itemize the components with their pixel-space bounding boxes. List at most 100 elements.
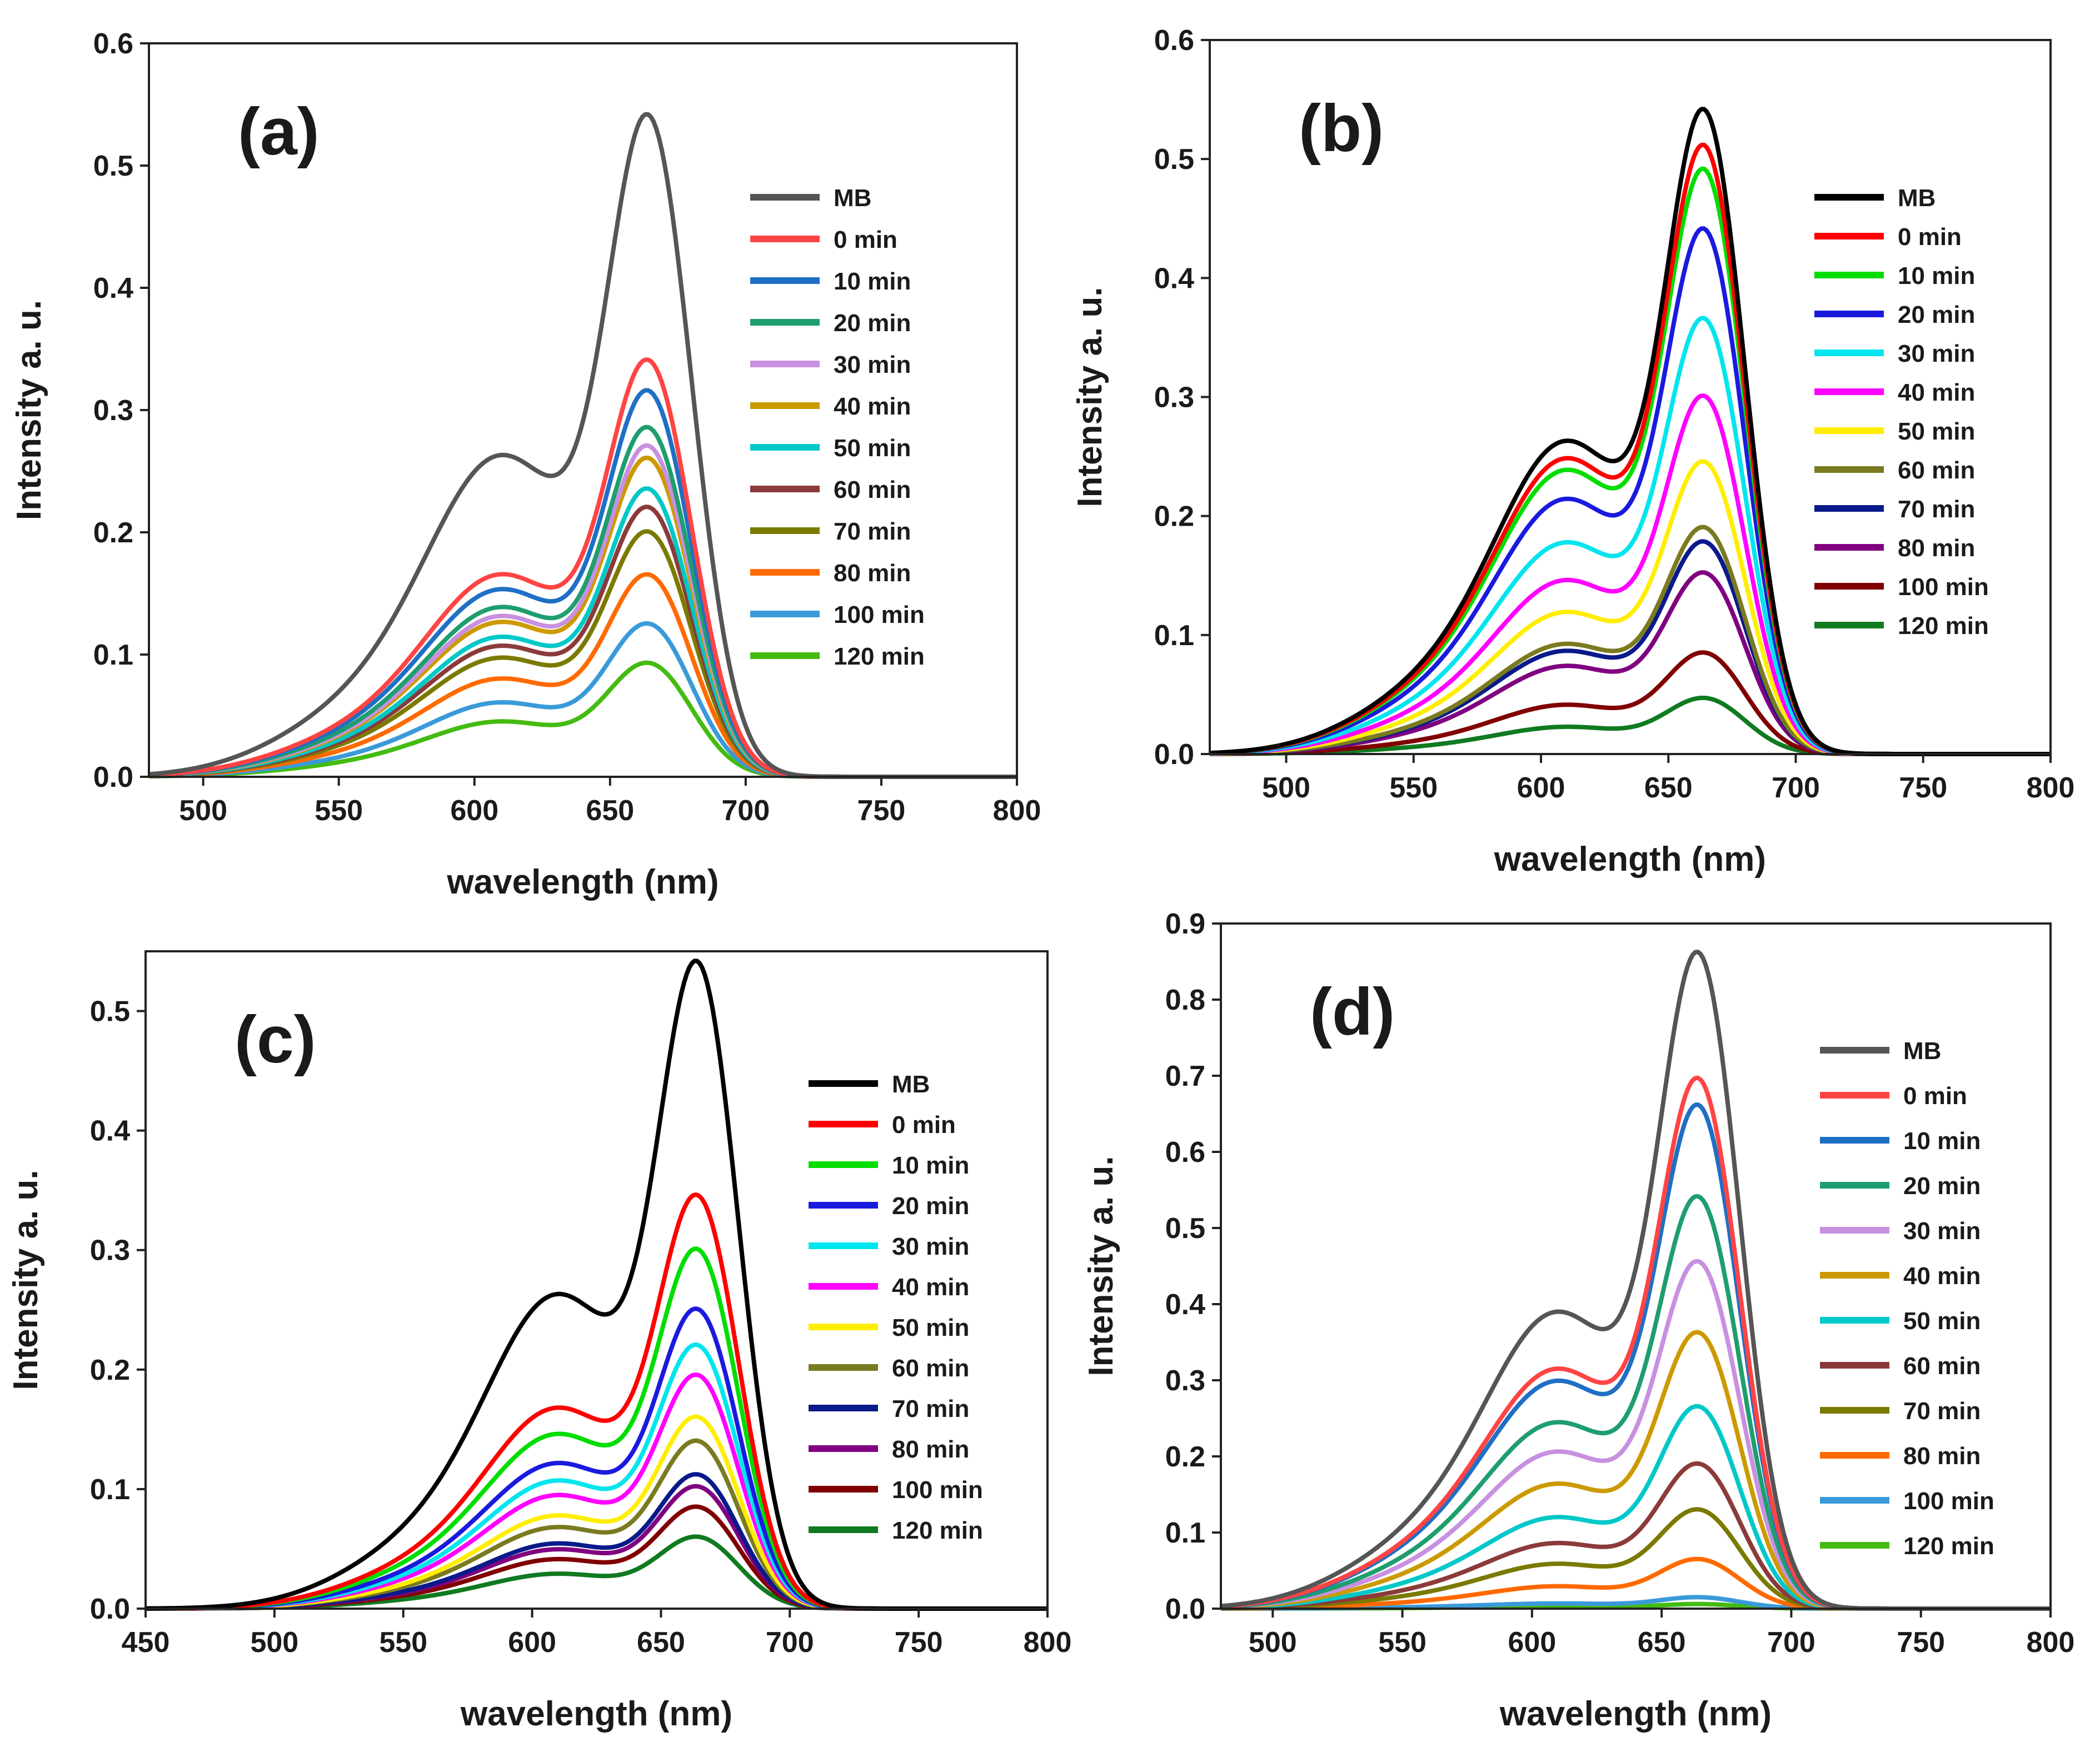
- legend-label: 60 min: [1903, 1352, 1981, 1380]
- x-tick-label: 750: [1899, 772, 1947, 804]
- y-tick-label: 0.3: [1154, 382, 1194, 414]
- y-tick-label: 0.1: [1165, 1517, 1205, 1549]
- x-tick-label: 750: [857, 795, 906, 827]
- y-tick-label: 0.4: [93, 272, 133, 305]
- panel-label: (b): [1299, 91, 1384, 166]
- x-tick-label: 450: [122, 1626, 170, 1659]
- y-tick-label: 0.5: [1165, 1212, 1205, 1245]
- legend-label: 120 min: [834, 643, 925, 670]
- x-tick-label: 600: [1508, 1626, 1556, 1659]
- x-tick-label: 700: [1767, 1626, 1815, 1659]
- x-tick-label: 550: [315, 795, 363, 827]
- y-tick-label: 0.2: [1165, 1441, 1205, 1473]
- legend-label: 10 min: [834, 268, 911, 295]
- legend-label: 0 min: [892, 1111, 956, 1139]
- x-tick-label: 750: [895, 1626, 943, 1659]
- x-tick-label: 650: [586, 795, 634, 827]
- legend-label: 70 min: [834, 518, 911, 545]
- legend-label: 30 min: [834, 351, 911, 378]
- legend-label: 80 min: [892, 1436, 969, 1463]
- legend-label: 20 min: [834, 310, 911, 337]
- chart-panel-a: 500 550 600 650 700 750 800 0.0 0.1 0.2 0.3 0.4 0.5 0…: [10, 28, 1041, 901]
- legend-label: 50 min: [1898, 418, 1975, 445]
- y-tick-label: 0.4: [1165, 1289, 1205, 1321]
- y-tick-label: 0.2: [93, 517, 133, 549]
- legend-label: 0 min: [1903, 1082, 1967, 1110]
- y-tick-label: 0.4: [1154, 262, 1194, 295]
- x-tick-label: 700: [721, 795, 770, 827]
- y-axis-title: Intensity a. u.: [10, 300, 48, 520]
- y-tick-label: 0.0: [93, 761, 133, 793]
- legend-label: 70 min: [1903, 1397, 1981, 1425]
- legend-label: MB: [892, 1071, 930, 1098]
- legend-label: 50 min: [892, 1314, 969, 1341]
- chart-panel-d: 500 550 600 650 700 750 800 0.0 0.1 0.2 0.3 0.4 0.5 0…: [1082, 908, 2074, 1733]
- legend-label: 60 min: [1898, 457, 1975, 484]
- chart-panel-b: 500 550 600 650 700 750 800 0.0 0.1 0.2 0.3 0.4 0.5 0…: [1071, 24, 2074, 878]
- legend-label: 60 min: [834, 476, 911, 503]
- y-tick-label: 0.0: [90, 1593, 130, 1625]
- x-tick-label: 650: [1644, 772, 1693, 804]
- panel-label: (d): [1310, 975, 1395, 1049]
- x-tick-label: 800: [2027, 1626, 2075, 1659]
- y-tick-label: 0.1: [93, 639, 133, 671]
- y-tick-label: 0.5: [90, 996, 130, 1028]
- x-tick-label: 500: [1249, 1626, 1297, 1659]
- legend-label: MB: [834, 184, 871, 212]
- y-tick-label: 0.6: [93, 28, 133, 60]
- legend-label: 30 min: [1898, 340, 1975, 367]
- legend-label: 50 min: [834, 435, 911, 462]
- legend-label: 100 min: [1903, 1488, 1994, 1515]
- x-tick-label: 600: [450, 795, 498, 827]
- y-tick-label: 0.6: [1165, 1136, 1205, 1169]
- legend-label: 30 min: [892, 1233, 969, 1260]
- x-axis-title: wavelength (nm): [460, 1695, 732, 1733]
- y-tick-label: 0.9: [1165, 908, 1205, 940]
- x-tick-label: 800: [993, 795, 1041, 827]
- y-tick-label: 0.2: [90, 1354, 130, 1386]
- y-tick-label: 0.6: [1154, 24, 1194, 57]
- legend-label: 30 min: [1903, 1217, 1981, 1245]
- x-tick-label: 700: [1772, 772, 1820, 804]
- legend-label: MB: [1903, 1037, 1941, 1065]
- x-tick-label: 650: [1638, 1626, 1686, 1659]
- x-tick-label: 700: [766, 1626, 814, 1659]
- y-tick-label: 0.1: [1154, 620, 1194, 652]
- x-axis-title: wavelength (nm): [1499, 1695, 1772, 1733]
- y-tick-label: 0.1: [90, 1474, 130, 1506]
- plot-frame: [1220, 922, 2052, 1610]
- y-tick-label: 0.5: [93, 150, 133, 182]
- legend-label: 100 min: [834, 601, 925, 628]
- y-axis-title: Intensity a. u.: [1082, 1156, 1120, 1376]
- y-tick-label: 0.3: [90, 1235, 130, 1267]
- legend-label: MB: [1898, 184, 1936, 212]
- y-tick-label: 0.0: [1165, 1593, 1205, 1625]
- y-tick-label: 0.2: [1154, 501, 1194, 533]
- x-axis-title: wavelength (nm): [446, 863, 719, 901]
- legend-label: 40 min: [1903, 1262, 1981, 1290]
- x-tick-label: 750: [1897, 1626, 1945, 1659]
- legend-label: 120 min: [892, 1517, 983, 1544]
- y-tick-label: 0.4: [90, 1115, 130, 1147]
- legend-label: 40 min: [1898, 379, 1975, 406]
- legend-label: 20 min: [1898, 301, 1975, 328]
- legend-label: 20 min: [1903, 1172, 1981, 1200]
- legend-label: 60 min: [892, 1355, 969, 1382]
- plot-frame: [144, 950, 1049, 1610]
- legend-label: 120 min: [1898, 612, 1989, 640]
- y-tick-label: 0.0: [1154, 738, 1194, 771]
- y-tick-label: 0.3: [93, 395, 133, 427]
- x-tick-label: 600: [1517, 772, 1565, 804]
- x-tick-label: 500: [1262, 772, 1310, 804]
- panel-label: (c): [235, 1002, 316, 1077]
- panel-label: (a): [238, 94, 320, 169]
- y-tick-label: 0.8: [1165, 984, 1205, 1016]
- legend-label: 100 min: [892, 1476, 983, 1504]
- legend-label: 0 min: [834, 226, 897, 253]
- legend-label: 70 min: [892, 1395, 969, 1422]
- y-tick-label: 0.7: [1165, 1060, 1205, 1092]
- legend-label: 120 min: [1903, 1533, 1994, 1560]
- legend-label: 70 min: [1898, 496, 1975, 523]
- x-axis-title: wavelength (nm): [1494, 840, 1766, 878]
